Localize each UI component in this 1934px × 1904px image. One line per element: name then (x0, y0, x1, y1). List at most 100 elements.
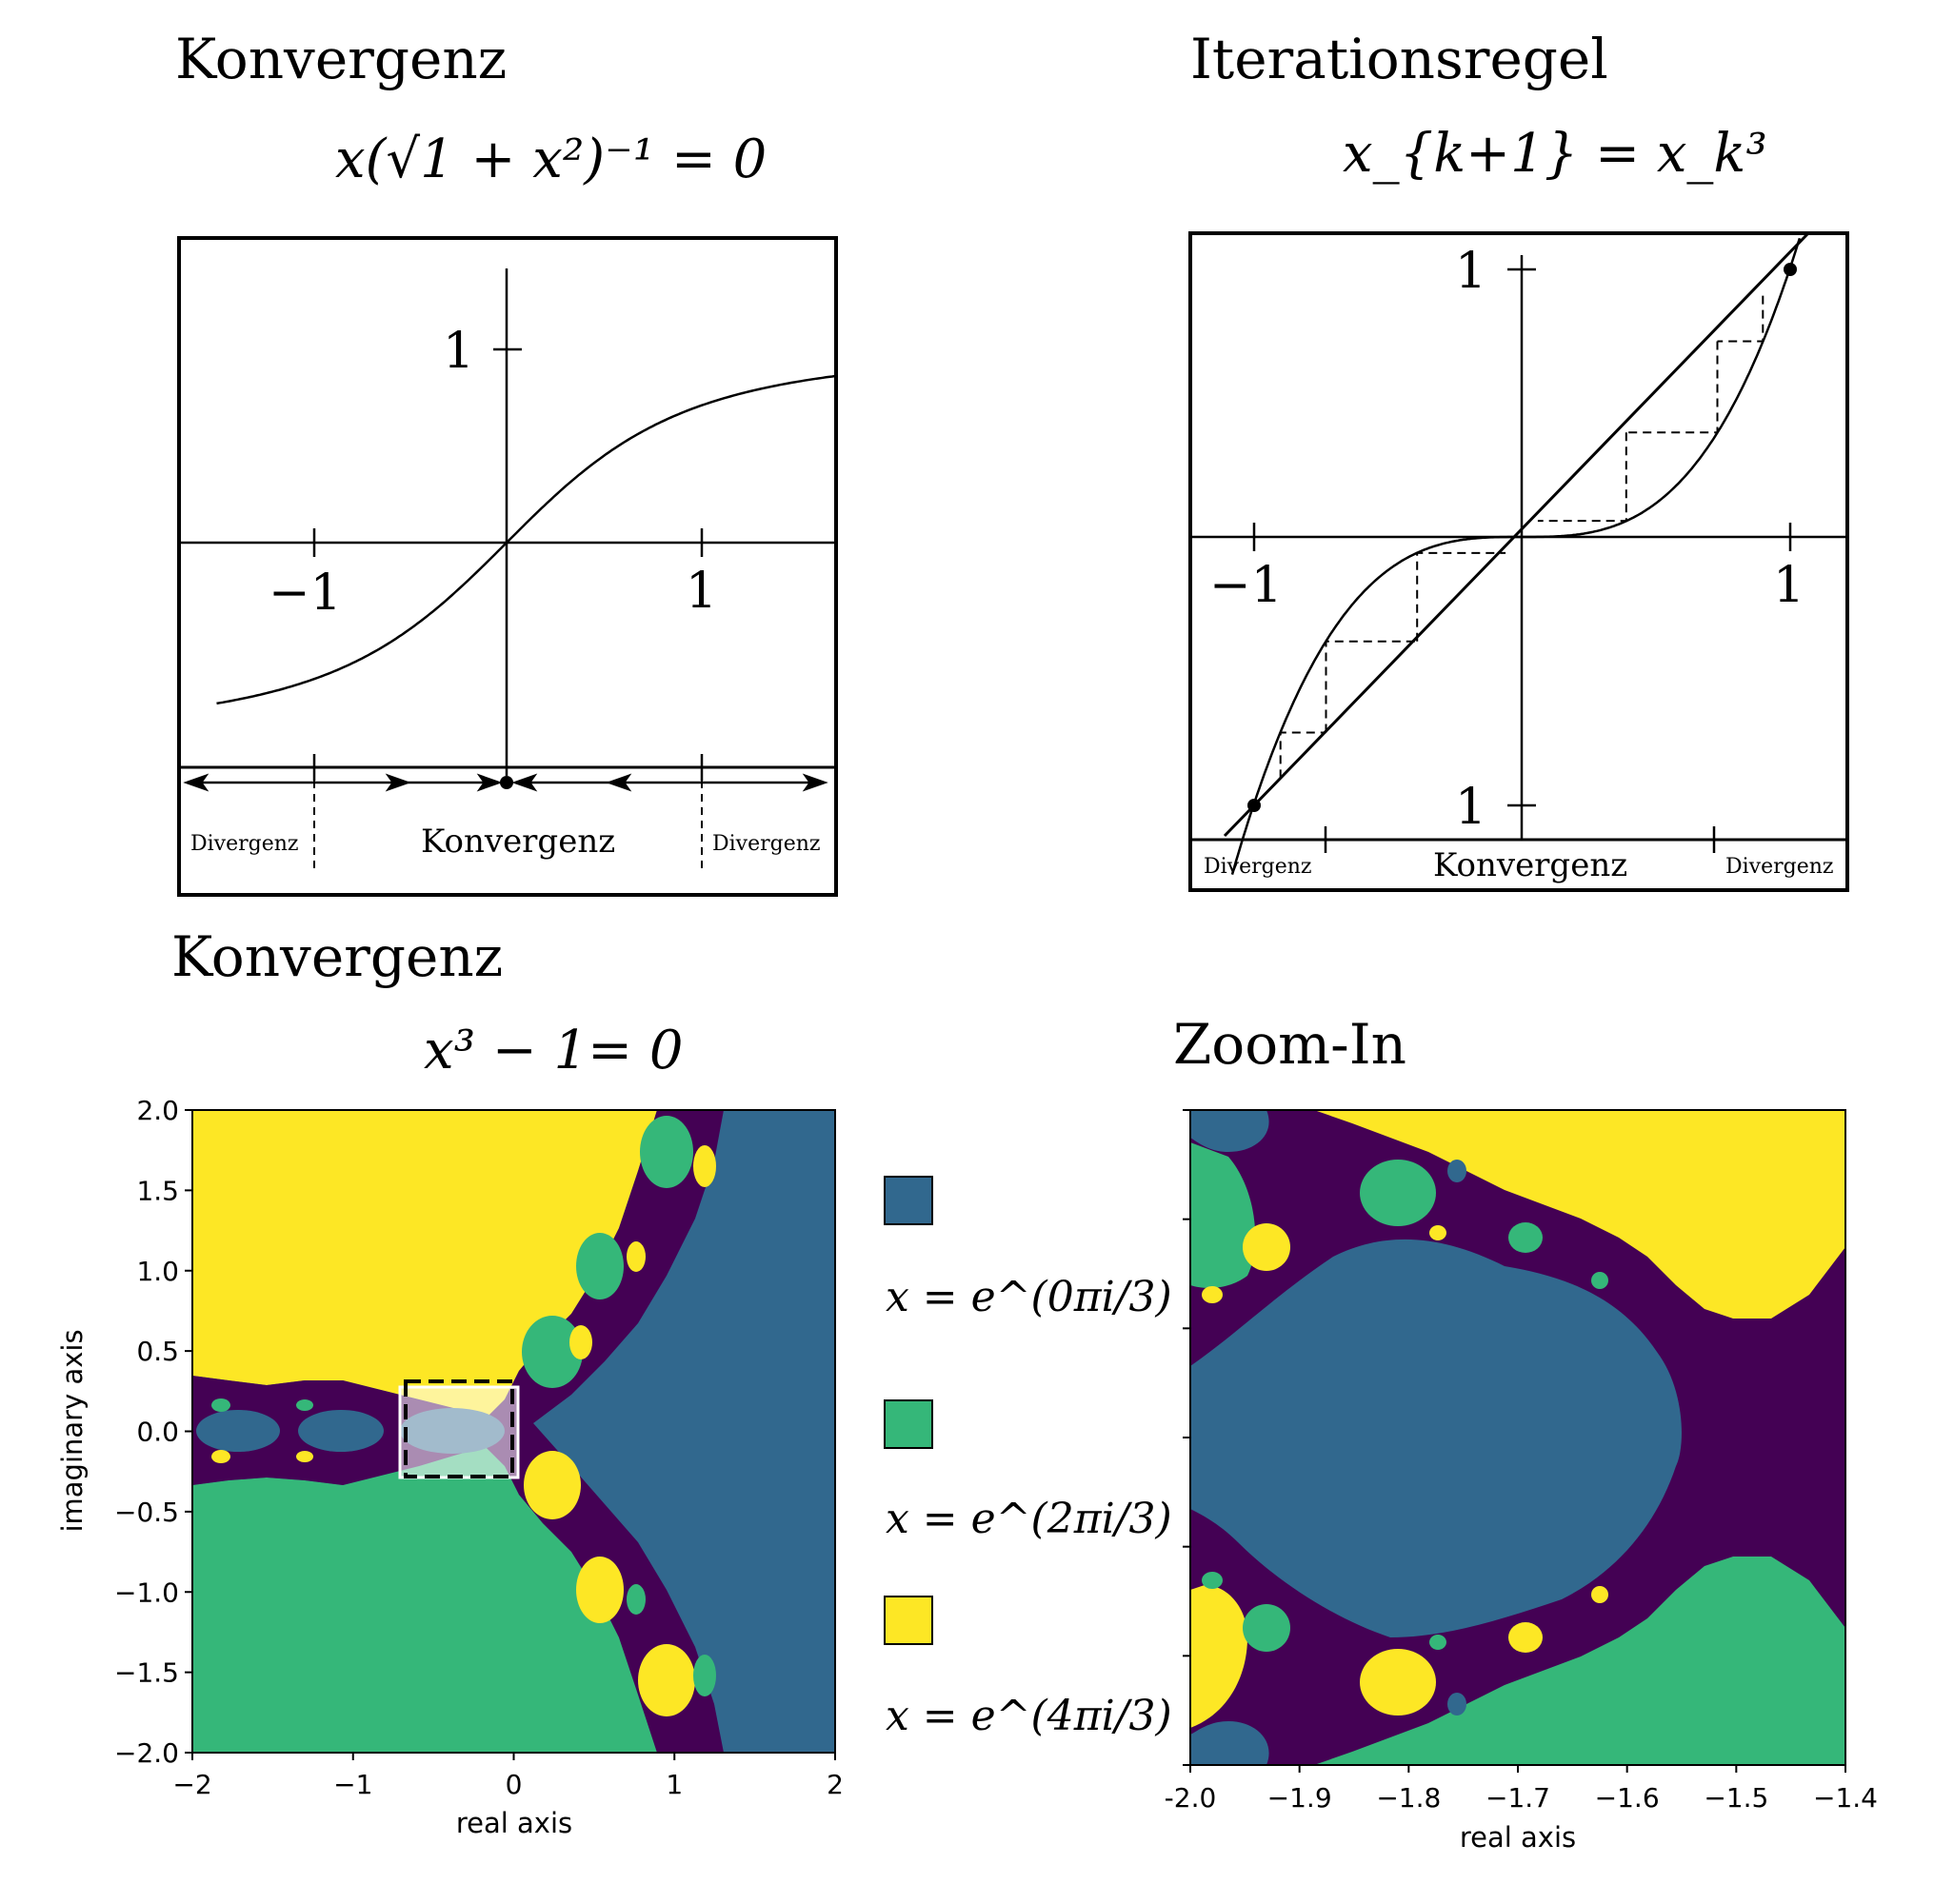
panel-c-ytick-label: 2.0 (136, 1095, 179, 1126)
panel-b: Iterationsregel x_{k+1} = x_k³ 1 1 −1 1 … (1188, 27, 1849, 892)
panel-d-blob (1243, 1223, 1290, 1271)
panel-d-xtick-label: −1.5 (1704, 1782, 1768, 1814)
panel-d-xtick-label: −1.9 (1267, 1782, 1332, 1814)
panel-a-curve (216, 374, 836, 705)
panel-c-y-ticks: 2.0 1.5 1.0 0.5 0.0 −0.5 −1.0 −1.5 −2.0 (114, 1095, 192, 1769)
panel-d-blob (1202, 1572, 1223, 1589)
panel-d-blob (1360, 1649, 1436, 1716)
panel-d-y-ticks (1183, 1109, 1190, 1766)
panel-d-blob (1591, 1272, 1608, 1289)
panel-c-ytick-label: −0.5 (114, 1497, 179, 1528)
legend-swatch-root0 (884, 1176, 933, 1225)
panel-d-xtick-label: -2.0 (1165, 1782, 1217, 1814)
panel-c-blob (196, 1410, 280, 1452)
panel-b-cubic-curve (1230, 237, 1802, 875)
panel-d-xlabel: real axis (1460, 1821, 1576, 1854)
panel-c-xtick-label: 1 (666, 1769, 683, 1800)
panel-a-fixed-point (500, 776, 513, 789)
panel-c-xtick-label: −2 (172, 1769, 211, 1800)
panel-b-cobweb (1279, 295, 1765, 779)
panel-d-blob (1508, 1222, 1543, 1253)
panel-b-ytick-bottom-label: 1 (1455, 779, 1486, 836)
panel-a-label-left: Divergenz (190, 832, 299, 856)
panel-c-title: Konvergenz (171, 924, 503, 989)
panel-a-label-right: Divergenz (712, 832, 821, 856)
panel-a-xtick-neg-label: −1 (269, 565, 342, 622)
panel-d-blob (1429, 1225, 1446, 1240)
panel-b-title: Iterationsregel (1190, 27, 1608, 91)
panel-d-blob (1190, 1721, 1269, 1765)
panel-b-fixed-point-pos (1784, 263, 1797, 276)
panel-a-label-mid: Konvergenz (421, 823, 615, 861)
panel-d-blob (1202, 1286, 1223, 1303)
panel-d-blob (1447, 1693, 1466, 1716)
panel-b-xtick-neg-label: −1 (1209, 557, 1283, 614)
panel-c-blob (211, 1450, 230, 1463)
panel-d-basin-map (1190, 1110, 1845, 1765)
panel-a-frame (177, 236, 838, 897)
panel-d-xtick-label: −1.6 (1595, 1782, 1660, 1814)
panel-b-fixed-point-neg (1247, 799, 1261, 812)
panel-c-blob (693, 1145, 716, 1187)
panel-c-blob (296, 1451, 313, 1462)
panel-c-ytick-label: 0.0 (136, 1417, 179, 1448)
panel-b-xtick-pos-label: 1 (1773, 557, 1804, 614)
panel-b-label-mid: Konvergenz (1433, 846, 1627, 884)
panel-c-blob (522, 1316, 583, 1388)
panel-d-blob (1190, 1585, 1247, 1728)
panel-d-xtick-label: −1.8 (1376, 1782, 1441, 1814)
panel-c-xtick-label: 0 (506, 1769, 523, 1800)
panel-d-x-ticks: -2.0 −1.9 −1.8 −1.7 −1.6 −1.5 −1.4 (1165, 1765, 1878, 1814)
panel-b-label-right: Divergenz (1725, 855, 1834, 879)
legend-label-root2: x = e^(2πi/3) (886, 1495, 1172, 1543)
panel-d-blob (1429, 1635, 1446, 1650)
panel-c-x-ticks: −2 −1 0 1 2 (172, 1753, 844, 1800)
panel-d-blob (1447, 1160, 1466, 1182)
panel-c-zoom-window (404, 1379, 514, 1478)
panel-c-blob (693, 1655, 716, 1696)
panel-c-ytick-label: 0.5 (136, 1336, 179, 1367)
panel-b-label-left: Divergenz (1204, 855, 1312, 879)
panel-b-frame (1188, 231, 1849, 892)
panel-c-ytick-label: −1.0 (114, 1577, 179, 1608)
panel-d: Zoom-In -2.0 −1.9 −1.8 −1 (1165, 1012, 1878, 1854)
panel-c-blob (296, 1399, 313, 1411)
panel-c: Konvergenz x³ − 1= 0 (56, 924, 1172, 1839)
legend-label-root0: x = e^(0πi/3) (886, 1273, 1172, 1321)
panel-c-ytick-label: −1.5 (114, 1657, 179, 1689)
panel-d-blob (1508, 1622, 1543, 1653)
panel-a-flow-arrows (183, 773, 828, 792)
panel-c-equation: x³ − 1= 0 (424, 1020, 684, 1081)
legend-swatch-root4 (884, 1596, 933, 1645)
panel-a-title: Konvergenz (175, 27, 507, 91)
panel-c-ylabel: imaginary axis (56, 1329, 89, 1532)
panel-d-blob (1190, 1110, 1269, 1152)
panel-d-blob (1360, 1160, 1436, 1226)
panel-c-xtick-label: 2 (827, 1769, 844, 1800)
panel-d-basin-root2 (1314, 1557, 1845, 1765)
panel-d-xtick-label: −1.4 (1813, 1782, 1878, 1814)
panel-b-equation: x_{k+1} = x_k³ (1343, 123, 1767, 185)
panel-c-blob (569, 1325, 592, 1359)
panel-a-equation: x(√1 + x²)⁻¹ = 0 (335, 129, 767, 190)
panel-c-ytick-label: 1.0 (136, 1256, 179, 1287)
panel-d-blob (1243, 1604, 1290, 1652)
panel-c-blob (576, 1233, 624, 1299)
panel-c-blob (211, 1398, 230, 1412)
panel-c-blob (576, 1557, 624, 1623)
panel-c-ytick-label: 1.5 (136, 1175, 179, 1206)
panel-c-xlabel: real axis (456, 1807, 572, 1839)
panel-d-blob (1190, 1142, 1256, 1288)
panel-c-blob (627, 1241, 646, 1272)
panel-a-xtick-pos-label: 1 (686, 563, 717, 620)
panel-d-xtick-label: −1.7 (1485, 1782, 1550, 1814)
panel-c-xtick-label: −1 (333, 1769, 372, 1800)
panel-c-blob (627, 1584, 646, 1615)
panel-c-blob (638, 1644, 695, 1716)
panel-c-blob (640, 1116, 693, 1188)
panel-c-basin-root2 (192, 1447, 657, 1753)
panel-c-blob (298, 1410, 384, 1452)
panel-d-title: Zoom-In (1173, 1012, 1406, 1077)
panel-b-ytick-top-label: 1 (1455, 243, 1486, 300)
